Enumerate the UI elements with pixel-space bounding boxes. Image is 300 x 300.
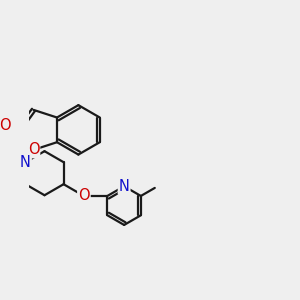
Text: O: O [0, 118, 10, 133]
Text: O: O [78, 188, 90, 203]
Text: N: N [20, 155, 31, 170]
Text: N: N [119, 179, 130, 194]
Text: O: O [28, 142, 39, 157]
